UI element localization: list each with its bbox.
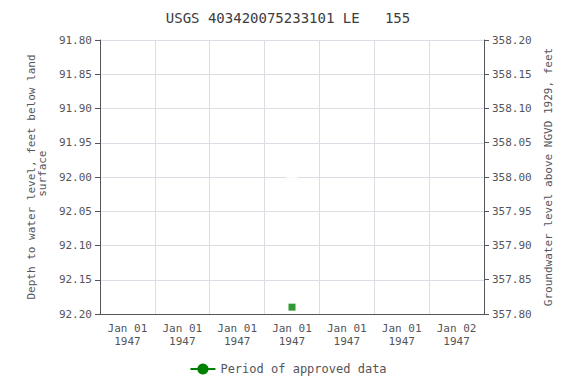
svg-text:USGS 403420075233101 LE 155: USGS 403420075233101 LE 155 xyxy=(166,10,410,26)
svg-text:92.05: 92.05 xyxy=(59,205,92,218)
svg-text:91.90: 91.90 xyxy=(59,102,92,115)
svg-text:Groundwater level above NGVD 1: Groundwater level above NGVD 1929, feet xyxy=(542,48,555,306)
svg-text:surface: surface xyxy=(36,151,49,204)
svg-text:Period of approved data: Period of approved data xyxy=(220,362,386,376)
svg-text:357.90: 357.90 xyxy=(492,239,532,252)
svg-text:91.85: 91.85 xyxy=(59,68,92,81)
svg-text:1947: 1947 xyxy=(443,335,470,348)
svg-text:358.15: 358.15 xyxy=(492,68,532,81)
svg-text:358.05: 358.05 xyxy=(492,136,532,149)
svg-text:Jan 02: Jan 02 xyxy=(437,322,477,335)
svg-text:91.95: 91.95 xyxy=(59,136,92,149)
svg-text:Jan 01: Jan 01 xyxy=(162,322,202,335)
svg-text:Depth to water level, feet bel: Depth to water level, feet below land xyxy=(25,54,38,300)
svg-text:91.80: 91.80 xyxy=(59,34,92,47)
svg-text:Jan 01: Jan 01 xyxy=(382,322,422,335)
svg-text:92.10: 92.10 xyxy=(59,239,92,252)
svg-text:92.00: 92.00 xyxy=(59,171,92,184)
svg-text:357.95: 357.95 xyxy=(492,205,532,218)
svg-text:358.20: 358.20 xyxy=(492,34,532,47)
svg-text:Jan 01: Jan 01 xyxy=(272,322,312,335)
svg-text:92.15: 92.15 xyxy=(59,273,92,286)
svg-text:357.85: 357.85 xyxy=(492,273,532,286)
svg-text:1947: 1947 xyxy=(334,335,361,348)
svg-text:1947: 1947 xyxy=(388,335,415,348)
svg-text:Jan 01: Jan 01 xyxy=(108,322,148,335)
svg-text:92.20: 92.20 xyxy=(59,308,92,321)
svg-text:Jan 01: Jan 01 xyxy=(327,322,367,335)
svg-text:1947: 1947 xyxy=(279,335,306,348)
svg-text:358.00: 358.00 xyxy=(492,171,532,184)
svg-text:358.10: 358.10 xyxy=(492,102,532,115)
svg-text:Jan 01: Jan 01 xyxy=(217,322,257,335)
svg-text:1947: 1947 xyxy=(224,335,251,348)
svg-text:1947: 1947 xyxy=(114,335,140,348)
svg-text:357.80: 357.80 xyxy=(492,308,532,321)
svg-text:1947: 1947 xyxy=(169,335,196,348)
